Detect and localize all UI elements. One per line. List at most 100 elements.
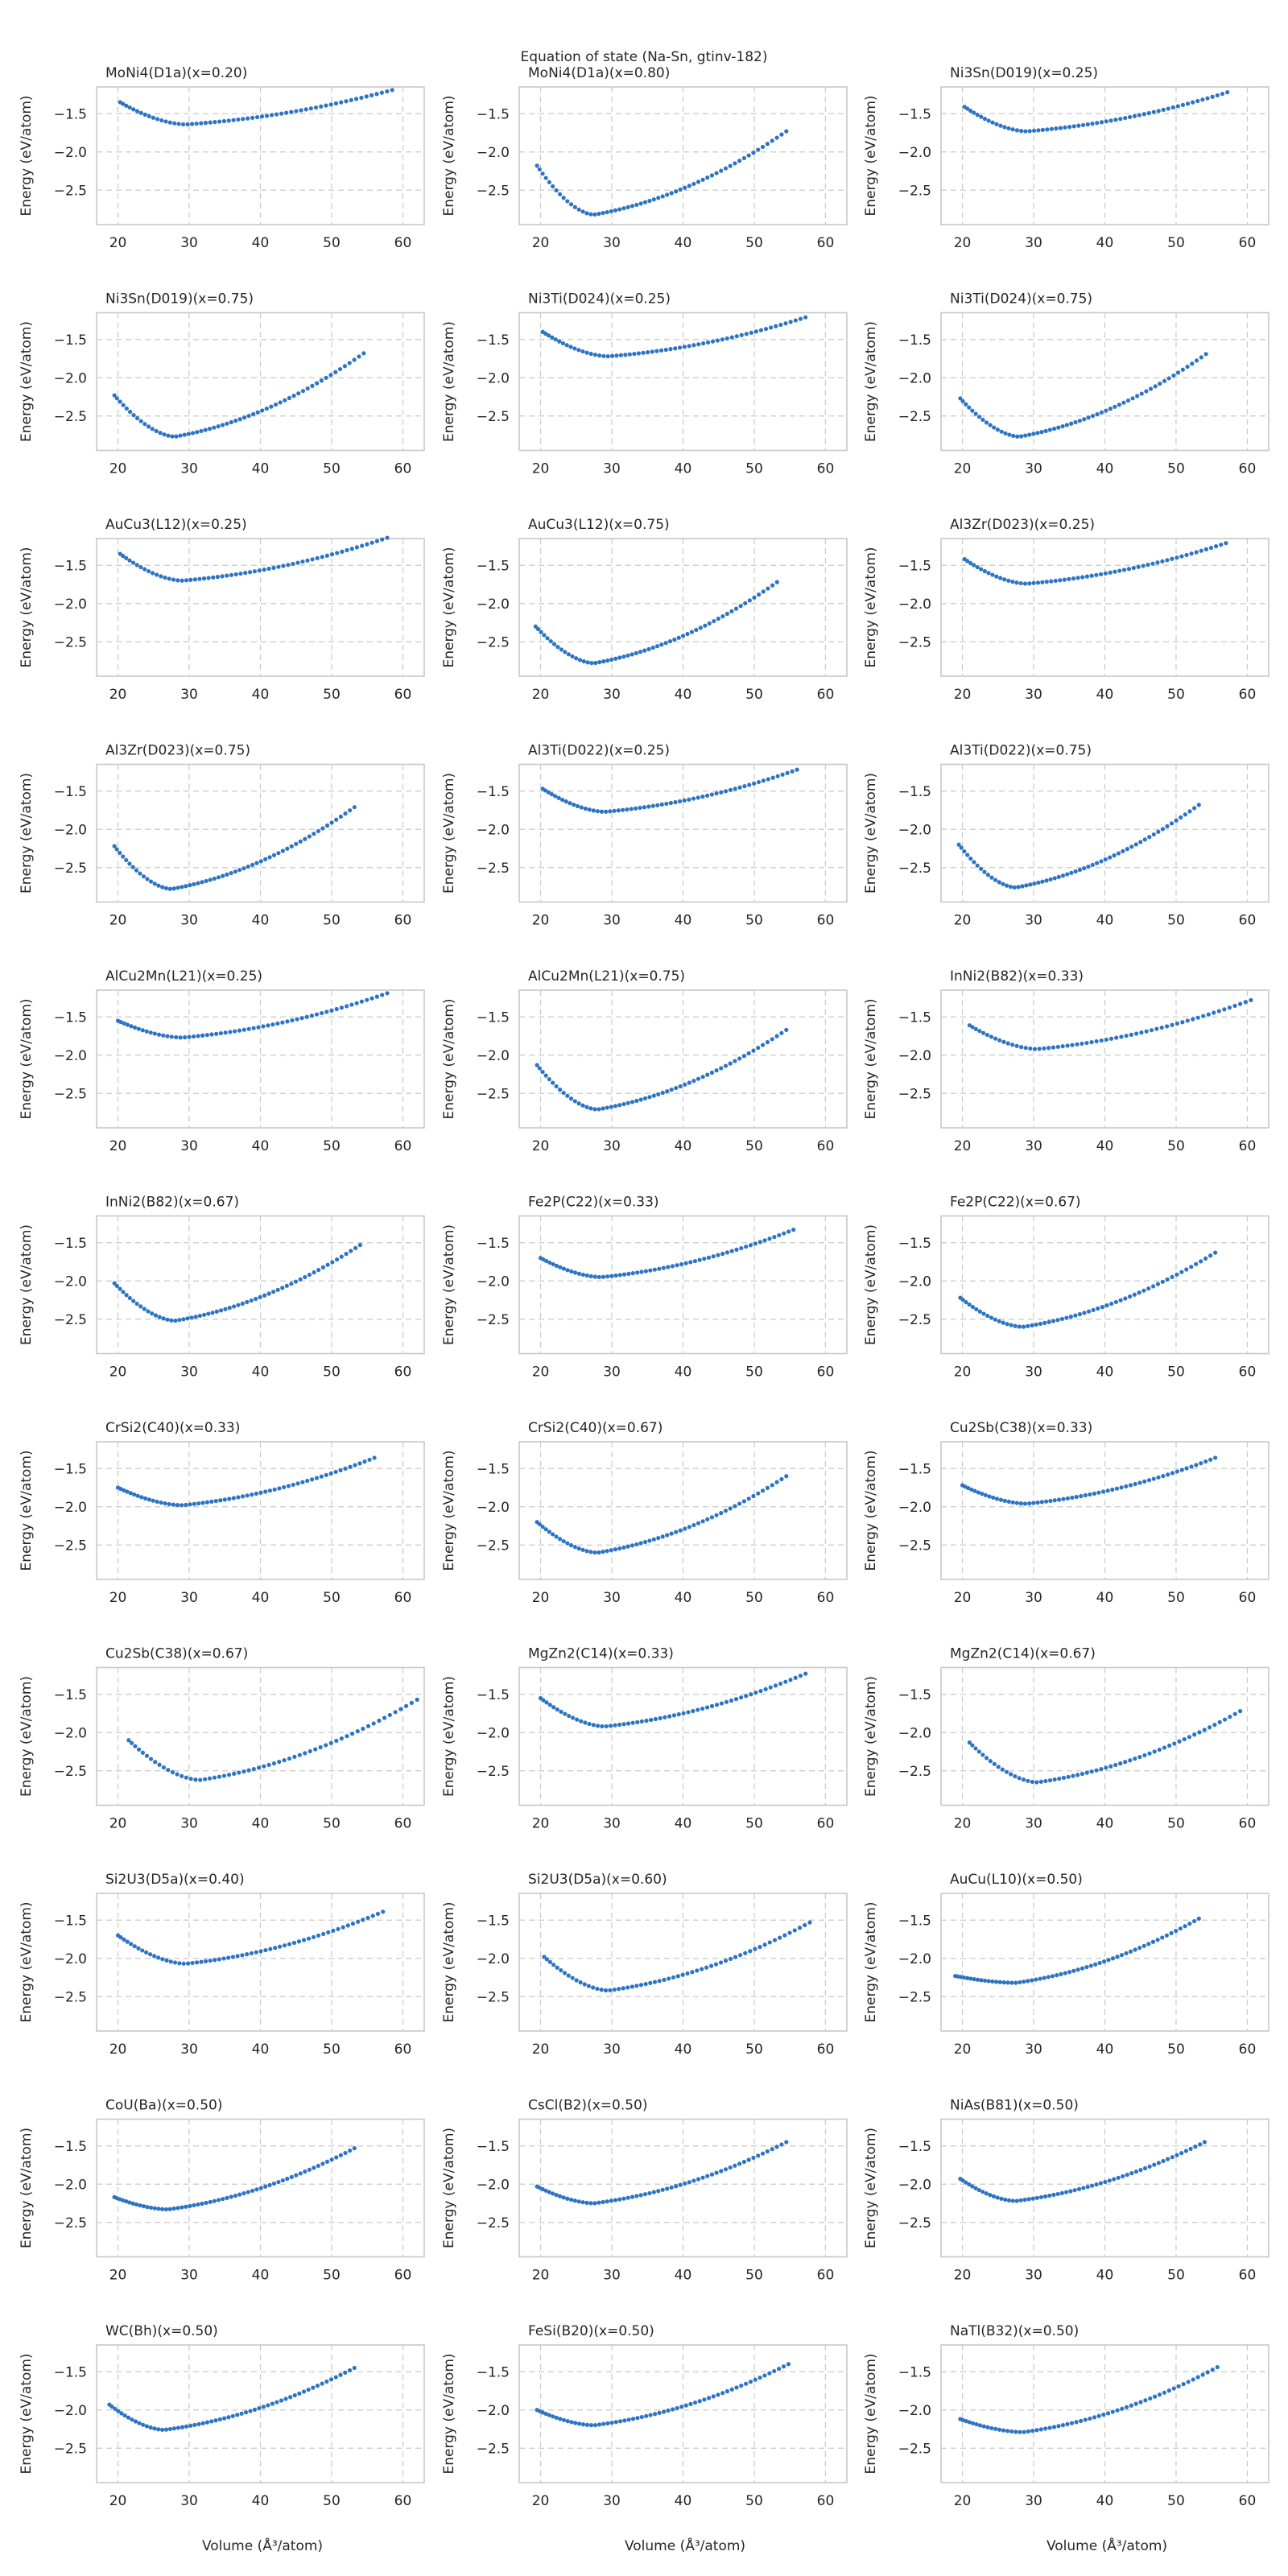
data-point (990, 120, 995, 125)
x-tick-label: 20 (109, 1590, 127, 1606)
data-point (566, 652, 572, 657)
data-point (1129, 2403, 1133, 2408)
data-point (561, 1266, 567, 1271)
data-point (1121, 568, 1127, 572)
data-point (1099, 120, 1104, 125)
data-point (204, 1033, 209, 1038)
data-point (595, 809, 600, 814)
data-point (1086, 415, 1091, 420)
data-point (356, 1919, 361, 1924)
data-point (621, 2196, 626, 2201)
data-point (1187, 1735, 1192, 1740)
y-axis-label: Energy (eV/atom) (19, 321, 35, 442)
data-point (212, 2198, 217, 2203)
data-point (1193, 2145, 1198, 2149)
data-point (1074, 1494, 1079, 1500)
x-tick-label: 40 (1096, 1364, 1114, 1381)
data-point (592, 353, 597, 357)
y-tick-label: −2.0 (54, 822, 87, 838)
data-point (724, 789, 729, 794)
data-point (625, 1100, 630, 1105)
data-point (613, 1273, 618, 1278)
data-point (638, 1983, 644, 1988)
data-point (719, 1701, 724, 1706)
data-point (711, 1254, 716, 1259)
y-tick-label: −1.5 (898, 332, 931, 349)
data-point (608, 1988, 613, 1992)
data-point (268, 1946, 273, 1951)
data-point (213, 2418, 218, 2423)
data-point (1150, 561, 1155, 566)
data-point (751, 1493, 756, 1499)
data-point (343, 2370, 348, 2375)
data-point (231, 118, 236, 122)
data-point (1028, 1046, 1033, 1051)
y-tick-label: −1.5 (54, 2364, 87, 2380)
data-point (1155, 1282, 1161, 1286)
data-point (984, 1756, 989, 1761)
data-point (1013, 2429, 1018, 2434)
data-point (1215, 93, 1220, 98)
data-point (989, 875, 994, 880)
data-point (287, 1942, 292, 1946)
x-tick-label: 50 (323, 687, 341, 703)
data-point (1179, 2151, 1184, 2156)
data-point (204, 2420, 210, 2425)
data-point (561, 1538, 566, 1544)
data-point (1129, 2171, 1134, 2176)
data-point (279, 111, 284, 116)
data-point (669, 1088, 674, 1092)
data-point (647, 2190, 652, 2196)
data-point (254, 1296, 258, 1302)
x-tick-label: 40 (675, 2268, 692, 2284)
data-point (1044, 878, 1049, 883)
data-point (1118, 1761, 1123, 1766)
data-point (1153, 384, 1158, 389)
data-point (1212, 1010, 1216, 1015)
data-point (258, 859, 263, 864)
data-point (587, 1721, 592, 1727)
data-point (535, 626, 541, 632)
data-point (348, 2148, 353, 2153)
data-point (217, 1774, 222, 1779)
data-point (196, 1501, 201, 1506)
data-point (338, 1468, 343, 1473)
data-point (678, 187, 683, 192)
data-point (1194, 358, 1199, 363)
x-tick-label: 20 (954, 1138, 972, 1154)
data-point (966, 1485, 971, 1491)
data-point (233, 869, 237, 874)
data-point (1206, 1012, 1211, 1017)
data-point (243, 571, 248, 576)
data-point (979, 114, 984, 119)
x-tick-label: 30 (603, 1816, 621, 1832)
data-point (779, 1476, 784, 1482)
data-point (137, 2421, 142, 2425)
data-point (1016, 885, 1021, 890)
data-point (273, 402, 279, 407)
data-point (1156, 109, 1161, 114)
data-point (237, 417, 242, 422)
data-point (256, 1025, 261, 1030)
x-tick-label: 60 (394, 1138, 412, 1154)
data-point (609, 2198, 613, 2203)
data-point (580, 1547, 585, 1552)
x-tick-label: 20 (954, 1590, 972, 1606)
data-point (349, 1249, 353, 1253)
data-point (683, 1082, 687, 1087)
data-point (171, 2206, 176, 2211)
data-point (677, 345, 683, 350)
data-point (1156, 1475, 1161, 1480)
y-tick-label: −2.5 (54, 2441, 87, 2457)
data-point (1189, 1265, 1194, 1269)
data-point (782, 1231, 786, 1236)
data-point (118, 1935, 123, 1940)
data-point (374, 539, 380, 543)
data-point (1182, 1736, 1187, 1742)
y-tick-label: −2.0 (477, 370, 510, 386)
data-point (672, 637, 677, 642)
data-point (297, 2391, 302, 2396)
panel-title: InNi2(B82)(x=0.67) (105, 1195, 239, 1211)
data-point (689, 630, 695, 634)
x-tick-label: 20 (532, 2493, 550, 2509)
